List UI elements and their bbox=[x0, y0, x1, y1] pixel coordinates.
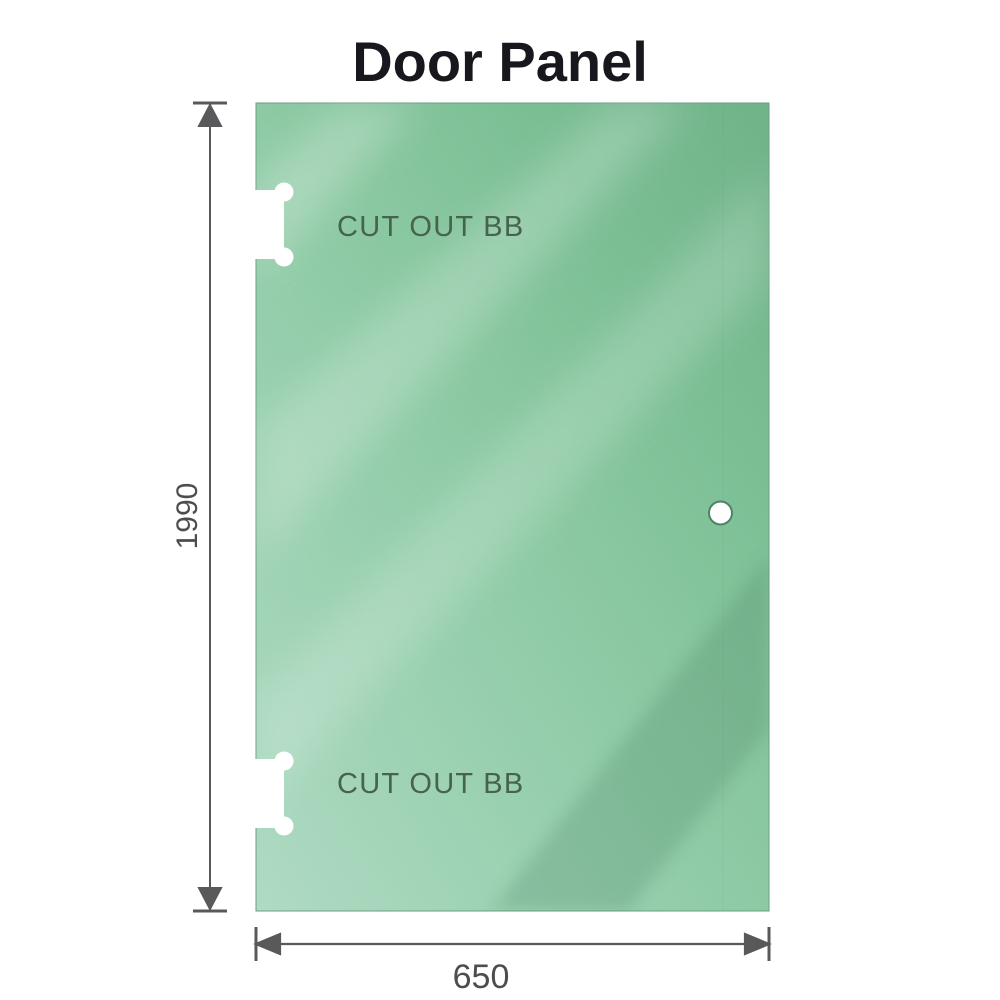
svg-text:CUT OUT BB: CUT OUT BB bbox=[337, 768, 525, 800]
svg-text:650: 650 bbox=[453, 958, 510, 996]
svg-text:1990: 1990 bbox=[171, 483, 204, 550]
svg-text:CUT OUT BB: CUT OUT BB bbox=[337, 211, 525, 243]
